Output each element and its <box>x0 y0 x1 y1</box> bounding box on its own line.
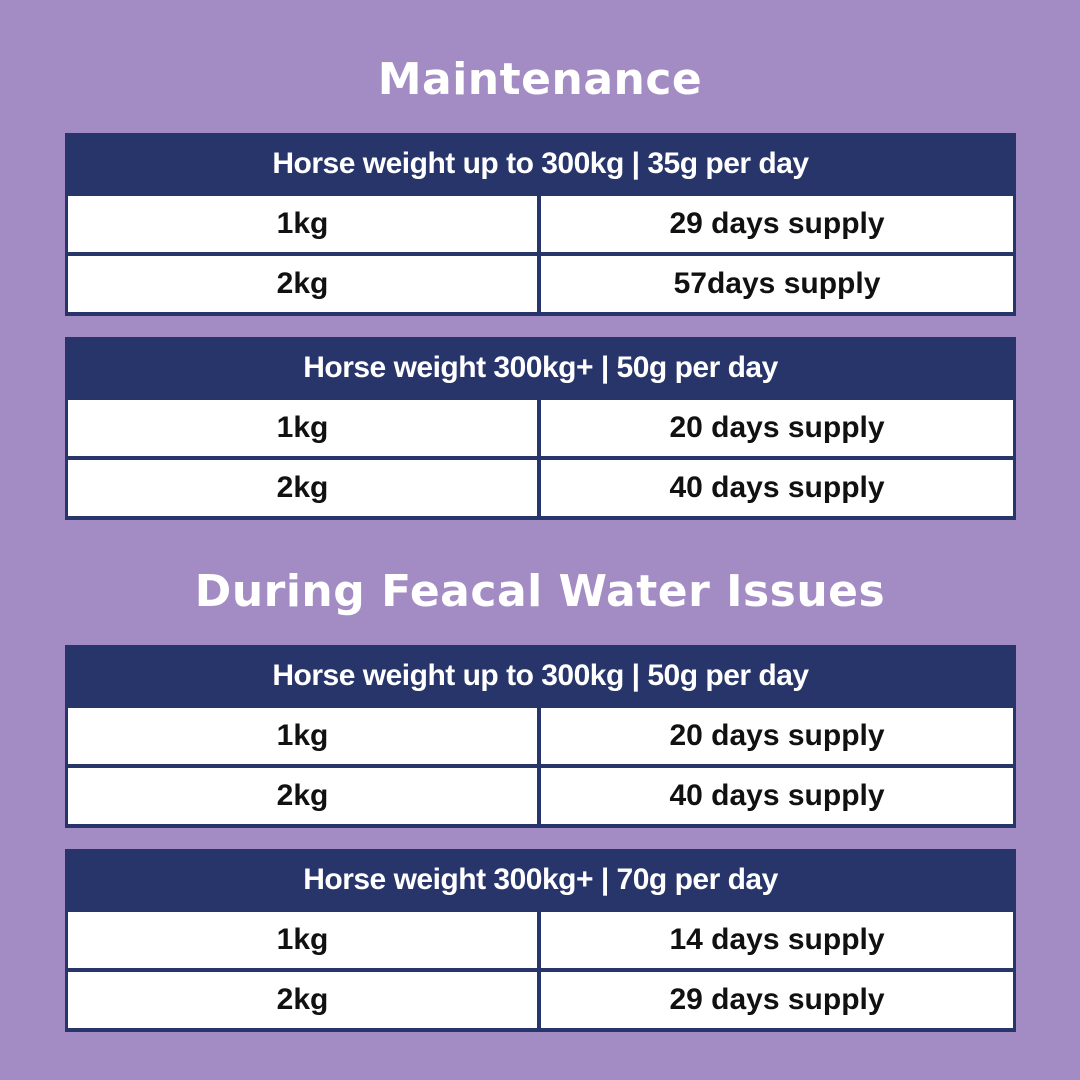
table-cell-size: 1kg <box>68 196 537 252</box>
table-header: Horse weight 300kg+ | 50g per day <box>303 351 778 384</box>
table-cell-supply: 14 days supply <box>541 912 1013 968</box>
supply-table-maintenance-300kg-plus: Horse weight 300kg+ | 50g per day 1kg 20… <box>65 337 1016 520</box>
table-cell-size: 2kg <box>68 460 537 516</box>
section-title-feacal-water-issues: During Feacal Water Issues <box>194 566 886 617</box>
table-header: Horse weight up to 300kg | 35g per day <box>272 147 809 180</box>
table-cell-supply: 40 days supply <box>541 460 1013 516</box>
table-header: Horse weight up to 300kg | 50g per day <box>272 659 809 692</box>
section-title-maintenance: Maintenance <box>377 54 703 105</box>
table-header: Horse weight 300kg+ | 70g per day <box>303 863 778 896</box>
table-cell-supply: 29 days supply <box>541 196 1013 252</box>
table-cell-supply: 57days supply <box>541 256 1013 312</box>
table-cell-size: 1kg <box>68 912 537 968</box>
supply-table-feacal-up-to-300kg: Horse weight up to 300kg | 50g per day 1… <box>65 645 1016 828</box>
table-cell-size: 2kg <box>68 256 537 312</box>
table-cell-supply: 40 days supply <box>541 768 1013 824</box>
table-cell-supply: 20 days supply <box>541 708 1013 764</box>
table-cell-supply: 29 days supply <box>541 972 1013 1028</box>
supply-table-maintenance-up-to-300kg: Horse weight up to 300kg | 35g per day 1… <box>65 133 1016 316</box>
table-cell-size: 2kg <box>68 768 537 824</box>
table-cell-size: 2kg <box>68 972 537 1028</box>
table-cell-size: 1kg <box>68 708 537 764</box>
supply-table-feacal-300kg-plus: Horse weight 300kg+ | 70g per day 1kg 14… <box>65 849 1016 1032</box>
table-cell-supply: 20 days supply <box>541 400 1013 456</box>
table-cell-size: 1kg <box>68 400 537 456</box>
